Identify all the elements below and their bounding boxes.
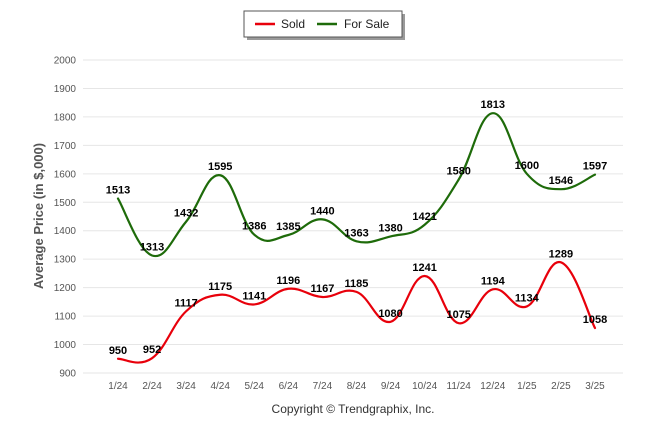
x-tick-label-5-24: 5/24 [245, 381, 265, 392]
x-tick-label-3-24: 3/24 [176, 381, 196, 392]
data-label-for-sale-7-24: 1440 [310, 205, 334, 217]
data-label-sold-10-24: 1241 [412, 262, 436, 274]
data-label-sold-2-24: 952 [143, 344, 161, 356]
grid [83, 59, 623, 374]
x-tick-label-8-24: 8/24 [347, 381, 367, 392]
x-tick-label-2-25: 2/25 [551, 381, 571, 392]
y-tick-label-1000: 1000 [54, 340, 77, 351]
x-tick-label-12-24: 12/24 [480, 381, 505, 392]
y-tick-label-1800: 1800 [54, 112, 77, 123]
y-axis-ticks: 900 1000 1100 1200 1300 1400 1500 1600 1700 1800 1… [54, 56, 77, 380]
data-label-sold-4-24: 1175 [208, 281, 232, 293]
data-label-for-sale-4-24: 1595 [208, 161, 232, 173]
y-tick-label-900: 900 [59, 369, 76, 380]
data-labels: 950 952 1117 1175 1141 1196 1167 1185 1080 1241 10… [106, 99, 607, 357]
y-tick-label-1400: 1400 [54, 226, 77, 237]
y-tick-label-2000: 2000 [54, 56, 77, 67]
y-axis-title: Average Price (in $,000) [31, 143, 46, 289]
x-tick-label-9-24: 9/24 [381, 381, 401, 392]
y-tick-label-1600: 1600 [54, 169, 77, 180]
series-line-for-sale [116, 112, 597, 258]
data-label-sold-5-24: 1141 [242, 290, 266, 302]
data-label-sold-8-24: 1185 [345, 278, 369, 290]
y-tick-label-1900: 1900 [54, 84, 77, 95]
data-label-for-sale-10-24: 1421 [412, 211, 436, 223]
series-line-sold [116, 261, 597, 364]
data-label-sold-9-24: 1080 [378, 308, 402, 320]
legend-label-for-sale: For Sale [344, 17, 390, 31]
data-label-for-sale-3-24: 1432 [174, 208, 198, 220]
data-label-sold-3-25: 1058 [583, 314, 607, 326]
data-label-sold-3-24: 1117 [175, 297, 198, 309]
data-label-sold-1-25: 1134 [515, 292, 540, 304]
data-label-for-sale-1-25: 1600 [515, 160, 539, 172]
data-label-sold-11-24: 1075 [446, 309, 470, 321]
data-label-for-sale-8-24: 1363 [344, 227, 368, 239]
y-tick-label-1200: 1200 [54, 283, 77, 294]
legend-items: Sold For Sale [255, 17, 390, 31]
data-label-for-sale-1-24: 1513 [106, 185, 130, 197]
x-axis-ticks: 1/24 2/24 3/24 4/24 5/24 6/24 7/24 8/24 9/24 10/2… [108, 381, 605, 392]
data-label-sold-2-25: 1289 [549, 248, 573, 260]
x-tick-label-2-24: 2/24 [142, 381, 162, 392]
legend: Sold For Sale [243, 10, 405, 40]
legend-label-sold: Sold [281, 17, 305, 31]
x-tick-label-1-24: 1/24 [108, 381, 128, 392]
x-tick-label-7-24: 7/24 [313, 381, 333, 392]
data-label-for-sale-5-24: 1386 [242, 221, 266, 233]
data-label-sold-12-24: 1194 [481, 275, 506, 287]
x-tick-label-4-24: 4/24 [210, 381, 230, 392]
data-label-for-sale-2-24: 1313 [140, 241, 164, 253]
series-lines [116, 112, 597, 364]
y-tick-label-1700: 1700 [54, 141, 77, 152]
data-label-sold-7-24: 1167 [310, 283, 334, 295]
data-label-for-sale-2-25: 1546 [549, 175, 573, 187]
data-label-for-sale-6-24: 1385 [276, 221, 300, 233]
y-tick-label-1300: 1300 [54, 255, 77, 266]
x-tick-label-1-25: 1/25 [517, 381, 537, 392]
data-label-for-sale-11-24: 1580 [446, 166, 470, 178]
y-tick-label-1500: 1500 [54, 198, 77, 209]
x-tick-label-11-24: 11/24 [447, 381, 472, 392]
data-label-sold-6-24: 1196 [276, 275, 300, 287]
x-tick-label-10-24: 10/24 [412, 381, 437, 392]
x-tick-label-6-24: 6/24 [279, 381, 299, 392]
data-label-for-sale-12-24: 1813 [481, 99, 505, 111]
copyright-text: Copyright © Trendgraphix, Inc. [272, 402, 435, 416]
x-tick-label-3-25: 3/25 [585, 381, 605, 392]
data-label-for-sale-3-25: 1597 [583, 161, 607, 173]
y-tick-label-1100: 1100 [54, 312, 76, 323]
data-label-sold-1-24: 950 [109, 345, 127, 357]
data-label-for-sale-9-24: 1380 [378, 222, 402, 234]
